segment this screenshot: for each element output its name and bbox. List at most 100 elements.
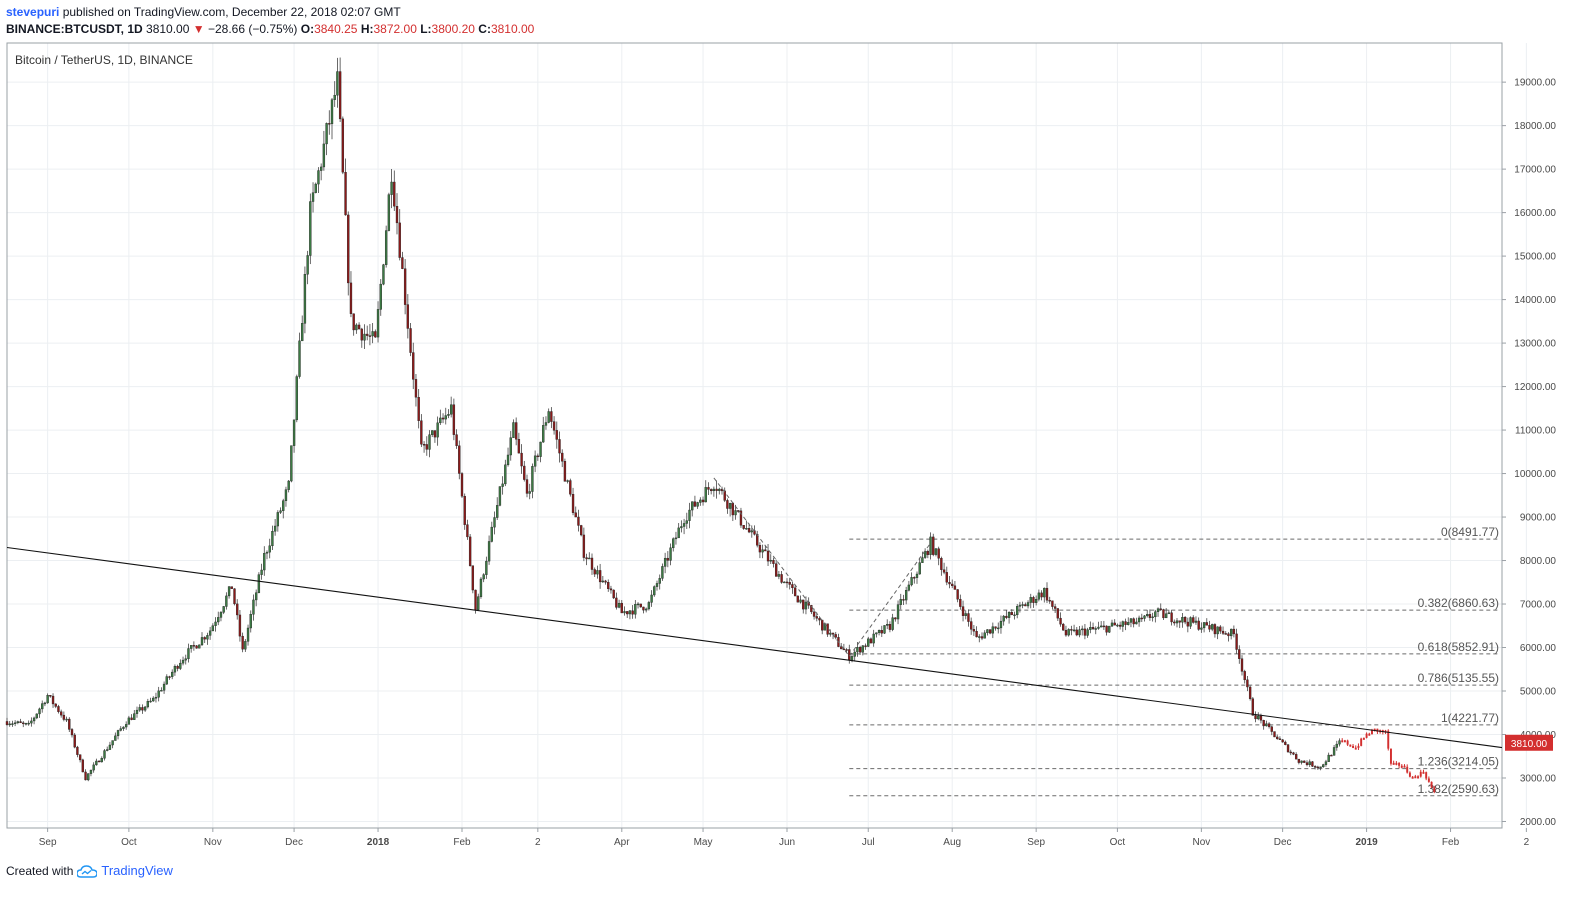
candle [1294,752,1298,760]
candle-body [997,627,1000,630]
candle [514,417,518,446]
candle-body [913,577,916,579]
candle-body [663,557,667,567]
candle-body [95,760,98,766]
candle [647,600,651,611]
candle [1246,675,1249,692]
candle [799,595,802,604]
candle-body [739,510,743,526]
candle [1007,611,1011,624]
candle-body [466,524,469,538]
candle [181,656,185,666]
candle [745,520,748,530]
candle [179,659,182,671]
projection-body [1389,748,1392,764]
candle [485,556,488,579]
candle [953,580,957,590]
candle [547,408,550,424]
candle [923,548,927,559]
candle-body [829,632,832,635]
candle [238,610,242,642]
projection-candle [1403,764,1406,768]
candle [956,589,959,603]
candle [249,610,252,633]
candle-body [718,488,721,491]
projection-candle [1360,737,1363,747]
candle-body [30,720,33,724]
fib-level-label: 0.382(6860.63) [1418,596,1499,610]
candle [631,605,634,619]
candle-body [1200,627,1203,630]
candle [964,610,967,620]
candle [214,617,217,632]
projection-body [1352,745,1355,748]
candle [1089,621,1092,634]
candle-body [1154,611,1157,618]
projection-body [1408,772,1411,777]
open-label: O: [300,22,315,36]
publisher-link[interactable]: stevepuri [6,5,60,19]
candle-body [1297,758,1301,763]
low-value: 3800.20 [431,22,475,36]
candle-body [674,537,678,540]
candle [1267,722,1271,729]
candle-body [631,610,634,615]
candle [788,577,791,590]
candle-body [1010,612,1013,616]
candle [1151,612,1154,622]
candle [1219,625,1222,634]
candle-body [571,494,575,513]
candle-body [1053,606,1057,609]
candle [198,644,201,649]
candle [1059,612,1062,627]
candle [1270,725,1273,736]
candle [653,585,656,597]
candle [271,525,274,551]
candle [552,416,556,435]
candle-body [761,549,764,553]
candle [133,710,136,720]
candle [1135,617,1138,625]
projection-candle [1362,737,1365,740]
candle [176,664,179,672]
candle [441,413,445,424]
candle-body [176,666,179,669]
candle [1338,738,1341,747]
candle [1248,685,1252,701]
candle [948,576,951,589]
candle-body [766,550,770,562]
candle-body [980,636,984,639]
candle [804,596,808,615]
candle [1205,618,1208,626]
candle [352,313,355,336]
projection-body [1376,728,1379,732]
candle [1308,759,1311,767]
candle-body [533,455,537,467]
candle [241,632,244,653]
low-label: L: [420,22,432,36]
candle-body [1313,766,1317,768]
candle [279,507,282,514]
candle-body [422,444,426,446]
candle [758,542,762,559]
fib-level-label: 0(8491.77) [1441,525,1499,539]
candle-body [891,617,894,630]
candle [314,182,317,194]
candle-body [704,487,707,503]
candle [997,622,1000,634]
projection-candle [1425,771,1428,781]
candle-body [875,632,878,635]
candle-body [198,644,201,649]
candle-body [1081,628,1084,631]
y-tick-label: 2000.00 [1520,817,1557,828]
projection-candle [1354,745,1357,750]
candle-body [544,422,548,426]
candle [387,192,391,232]
candle-body [902,599,905,601]
candle [290,445,293,483]
candle [336,57,339,108]
candle-body [420,420,423,445]
projection-body [1387,730,1390,749]
tradingview-brand-link[interactable]: TradingView [101,863,173,878]
